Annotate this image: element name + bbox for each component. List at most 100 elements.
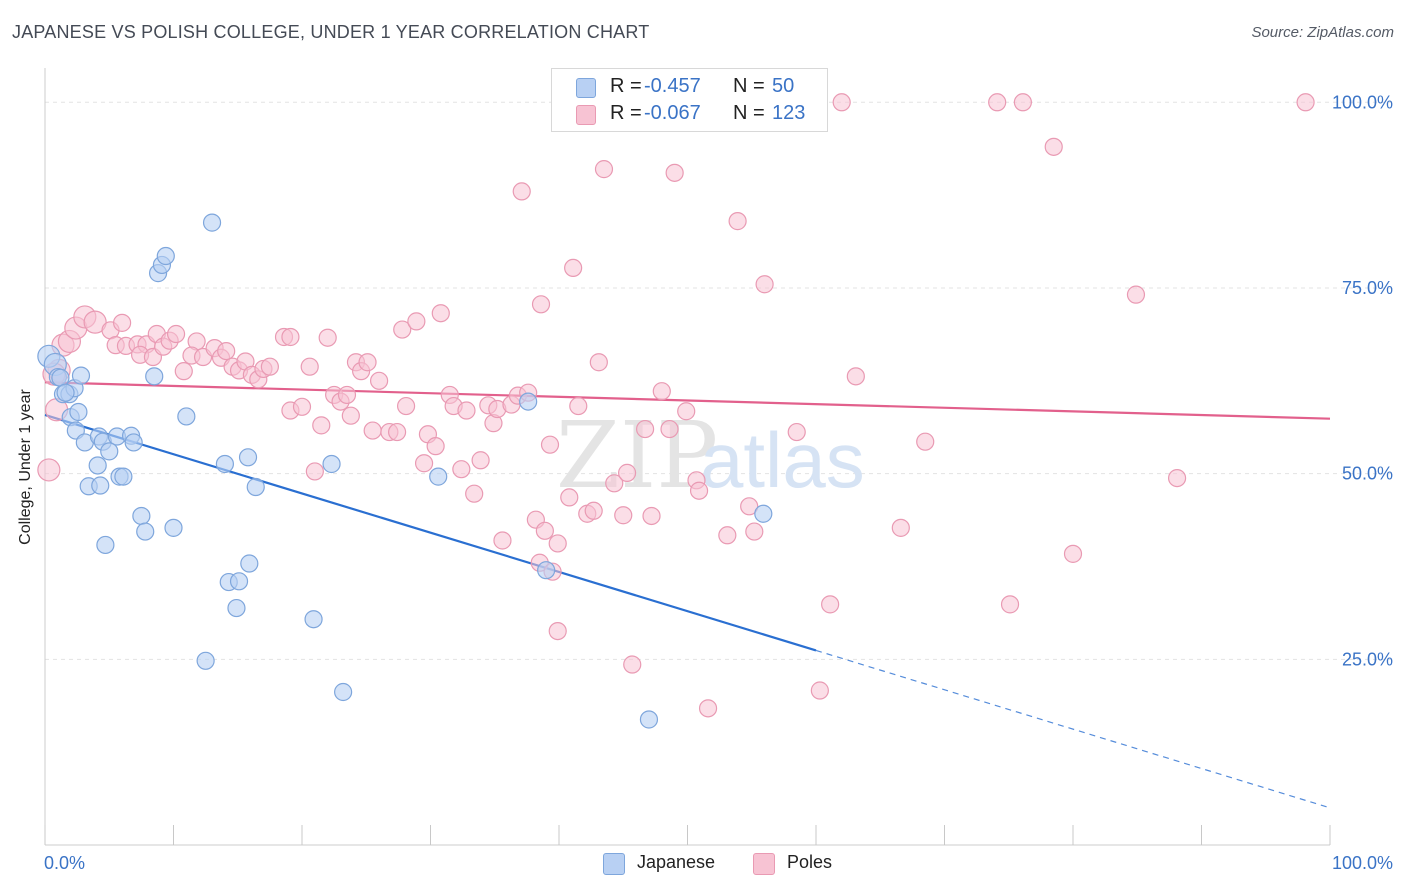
poles-point xyxy=(431,304,450,323)
poles-point xyxy=(891,518,910,537)
japanese-points xyxy=(37,213,773,729)
grid-lines xyxy=(45,101,1392,660)
japanese-point xyxy=(215,454,234,474)
poles-point xyxy=(846,367,865,386)
poles-point xyxy=(832,93,851,112)
poles-point xyxy=(614,506,633,525)
japanese-point xyxy=(100,442,119,461)
japanese-point xyxy=(229,572,249,591)
poles-point xyxy=(548,621,567,641)
r-value: -0.457 xyxy=(644,75,701,97)
poles-point xyxy=(531,295,551,314)
poles-point xyxy=(358,353,377,372)
tick-labels: 25.0% 50.0% 75.0% 100.0% 0.0% 100.0% xyxy=(44,92,1393,873)
japanese-point xyxy=(88,456,107,475)
poles-point xyxy=(217,341,236,361)
poles-point xyxy=(341,406,360,425)
poles-point xyxy=(810,681,829,700)
poles-point xyxy=(745,522,764,541)
poles-point xyxy=(821,595,840,614)
japanese-point xyxy=(429,467,448,486)
japanese-point xyxy=(240,554,259,573)
y-tick-label: 100.0% xyxy=(1332,92,1393,112)
japanese-point xyxy=(202,213,222,232)
japanese-point xyxy=(238,448,258,467)
japanese-point xyxy=(91,476,110,495)
japanese-point xyxy=(177,407,196,426)
poles-point xyxy=(623,655,642,674)
poles-label: Poles xyxy=(787,852,833,872)
y-tick-label: 25.0% xyxy=(1342,649,1393,669)
poles-swatch xyxy=(753,853,775,875)
poles-point xyxy=(589,353,608,372)
japanese-point xyxy=(124,433,143,452)
poles-point xyxy=(1167,468,1187,488)
y-axis-label: College, Under 1 year xyxy=(17,389,34,545)
poles-point xyxy=(83,310,107,334)
poles-point xyxy=(584,501,603,520)
japanese-point xyxy=(96,535,115,555)
japanese-point xyxy=(69,402,88,422)
japanese-point xyxy=(537,561,556,580)
poles-point xyxy=(393,320,412,339)
poles-point xyxy=(1296,93,1315,112)
poles-point xyxy=(665,163,684,182)
poles-point xyxy=(493,531,512,550)
n-label: N = xyxy=(733,102,765,124)
poles-point xyxy=(540,435,560,454)
poles-point xyxy=(457,401,476,420)
japanese-trend-extension xyxy=(815,649,1331,809)
poles-point xyxy=(535,521,554,540)
japanese-swatch xyxy=(603,853,625,875)
japanese-point xyxy=(114,467,133,486)
poles-point xyxy=(407,312,426,331)
japanese-point xyxy=(246,477,265,497)
poles-point xyxy=(312,416,331,435)
japanese-point xyxy=(196,651,215,670)
x-tick-label: 100.0% xyxy=(1332,853,1393,873)
y-tick-label: 75.0% xyxy=(1342,278,1393,298)
japanese-point xyxy=(304,610,323,629)
japanese-swatch xyxy=(576,78,596,98)
r-label: R = xyxy=(610,75,642,97)
japanese-point xyxy=(136,522,155,541)
poles-point xyxy=(698,699,718,718)
poles-point xyxy=(396,396,416,416)
japanese-trend-line xyxy=(44,413,817,652)
axes xyxy=(44,68,1331,846)
poles-point xyxy=(166,324,186,344)
japanese-point xyxy=(164,518,183,537)
r-label: R = xyxy=(610,102,642,124)
poles-point xyxy=(1013,93,1032,112)
japanese-label: Japanese xyxy=(637,852,716,872)
poles-point xyxy=(1000,595,1020,614)
poles-point xyxy=(292,397,312,416)
poles-point xyxy=(426,437,445,456)
y-tick-label: 50.0% xyxy=(1342,464,1393,484)
japanese-point xyxy=(322,454,341,474)
poles-point xyxy=(718,526,737,545)
poles-point xyxy=(465,484,484,503)
japanese-point xyxy=(754,504,773,523)
x-tick-label: 0.0% xyxy=(44,853,85,873)
r-value: -0.067 xyxy=(644,102,701,124)
n-value: 50 xyxy=(772,75,795,97)
poles-point xyxy=(916,432,935,451)
poles-point xyxy=(318,328,337,347)
poles-point xyxy=(564,258,583,278)
poles-point xyxy=(260,357,279,376)
watermark: ZIP atlas xyxy=(556,402,865,509)
poles-point xyxy=(988,93,1007,112)
chart-title: JAPANESE VS POLISH COLLEGE, UNDER 1 YEAR… xyxy=(12,22,650,42)
poles-point xyxy=(337,385,357,405)
poles-point xyxy=(37,458,61,482)
japanese-point xyxy=(519,392,538,411)
poles-point xyxy=(677,402,696,421)
poles-point xyxy=(548,534,567,553)
poles-point xyxy=(605,474,624,493)
source-credit: Source: ZipAtlas.com xyxy=(1251,24,1394,41)
poles-point xyxy=(594,160,614,179)
n-value: 123 xyxy=(772,102,806,124)
poles-point xyxy=(300,357,319,376)
